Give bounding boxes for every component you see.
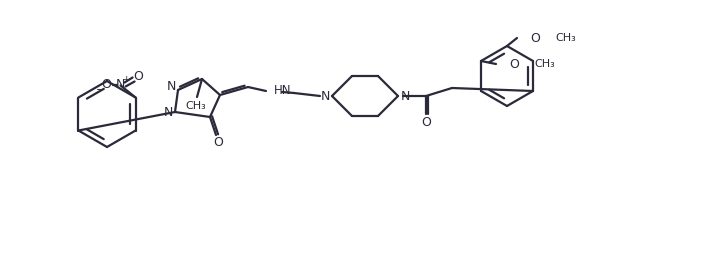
Text: O: O xyxy=(509,57,519,70)
Text: N: N xyxy=(320,90,330,102)
Text: CH₃: CH₃ xyxy=(555,33,576,43)
Text: N: N xyxy=(163,106,173,119)
Text: O: O xyxy=(133,70,144,83)
Text: O: O xyxy=(421,116,431,128)
Text: O: O xyxy=(530,31,540,45)
Text: N: N xyxy=(400,90,410,102)
Text: N: N xyxy=(116,78,125,91)
Text: N: N xyxy=(166,80,175,94)
Text: CH₃: CH₃ xyxy=(186,101,207,111)
Text: CH₃: CH₃ xyxy=(534,59,555,69)
Text: −: − xyxy=(96,85,105,96)
Text: HN: HN xyxy=(274,85,291,97)
Text: +: + xyxy=(123,75,130,84)
Text: O: O xyxy=(213,137,223,150)
Text: O: O xyxy=(102,78,112,91)
